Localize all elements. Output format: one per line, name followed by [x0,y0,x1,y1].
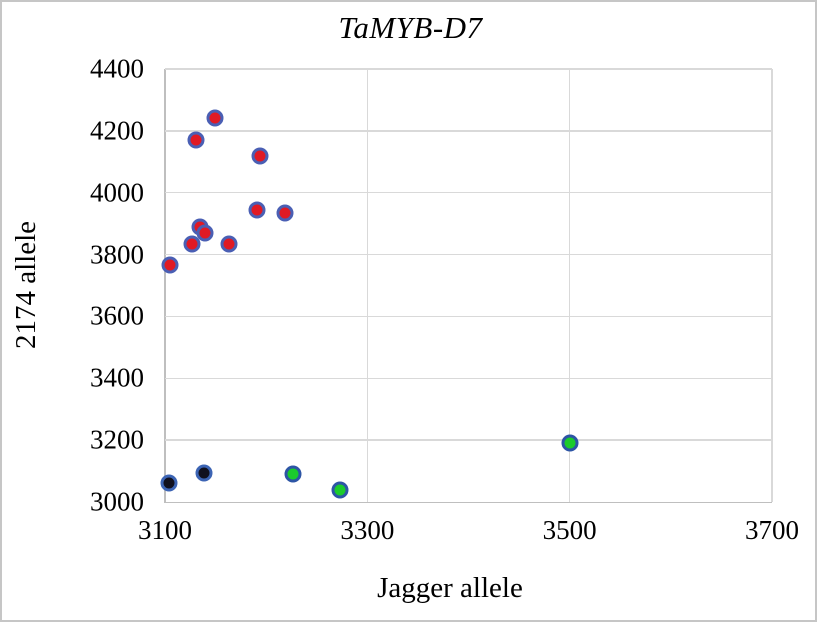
y-tick-label: 4400 [90,53,144,84]
y-tick-label: 4000 [90,177,144,208]
chart-title: TaMYB-D7 [338,10,483,45]
gridline-horizontal [165,68,772,70]
gridline-horizontal [165,253,772,256]
gridline-vertical [568,69,571,502]
gridline-horizontal [165,315,772,318]
data-point-red-markers [220,235,238,253]
y-tick-label: 3000 [90,486,144,517]
y-tick-label: 3800 [90,239,144,270]
data-point-red-markers [248,201,266,219]
gridline-horizontal [165,439,772,441]
x-tick-label: 3700 [745,515,799,545]
data-point-red-markers [196,224,214,242]
data-point-red-markers [206,109,224,127]
y-tick-label: 3400 [90,362,144,393]
x-tick-label: 3100 [138,515,192,545]
plot-area [160,68,773,503]
gridline-horizontal [165,377,772,380]
y-tick-label: 3200 [90,424,144,455]
y-axis-line [164,69,166,502]
data-point-red-markers [276,204,294,221]
gridline-horizontal [165,130,772,132]
data-point-red-markers [187,131,205,149]
y-tick-label: 3600 [90,300,144,331]
data-point-red-markers [183,235,201,253]
data-point-green-markers [331,481,349,499]
gridline-horizontal [165,191,772,194]
x-axis-line [164,501,772,503]
x-axis-title: Jagger allele [377,572,523,604]
x-tick-label: 3500 [542,515,597,545]
data-point-red-markers [161,256,179,274]
data-point-green-markers [561,434,579,452]
data-point-red-markers [251,147,269,165]
gridline-vertical [366,69,369,502]
gridline-vertical [771,69,773,502]
y-tick-label: 4200 [90,115,144,146]
data-point-green-markers [284,465,302,483]
x-tick-label: 3300 [340,515,395,545]
data-point-dark-markers [160,474,178,492]
data-point-dark-markers [195,464,213,482]
